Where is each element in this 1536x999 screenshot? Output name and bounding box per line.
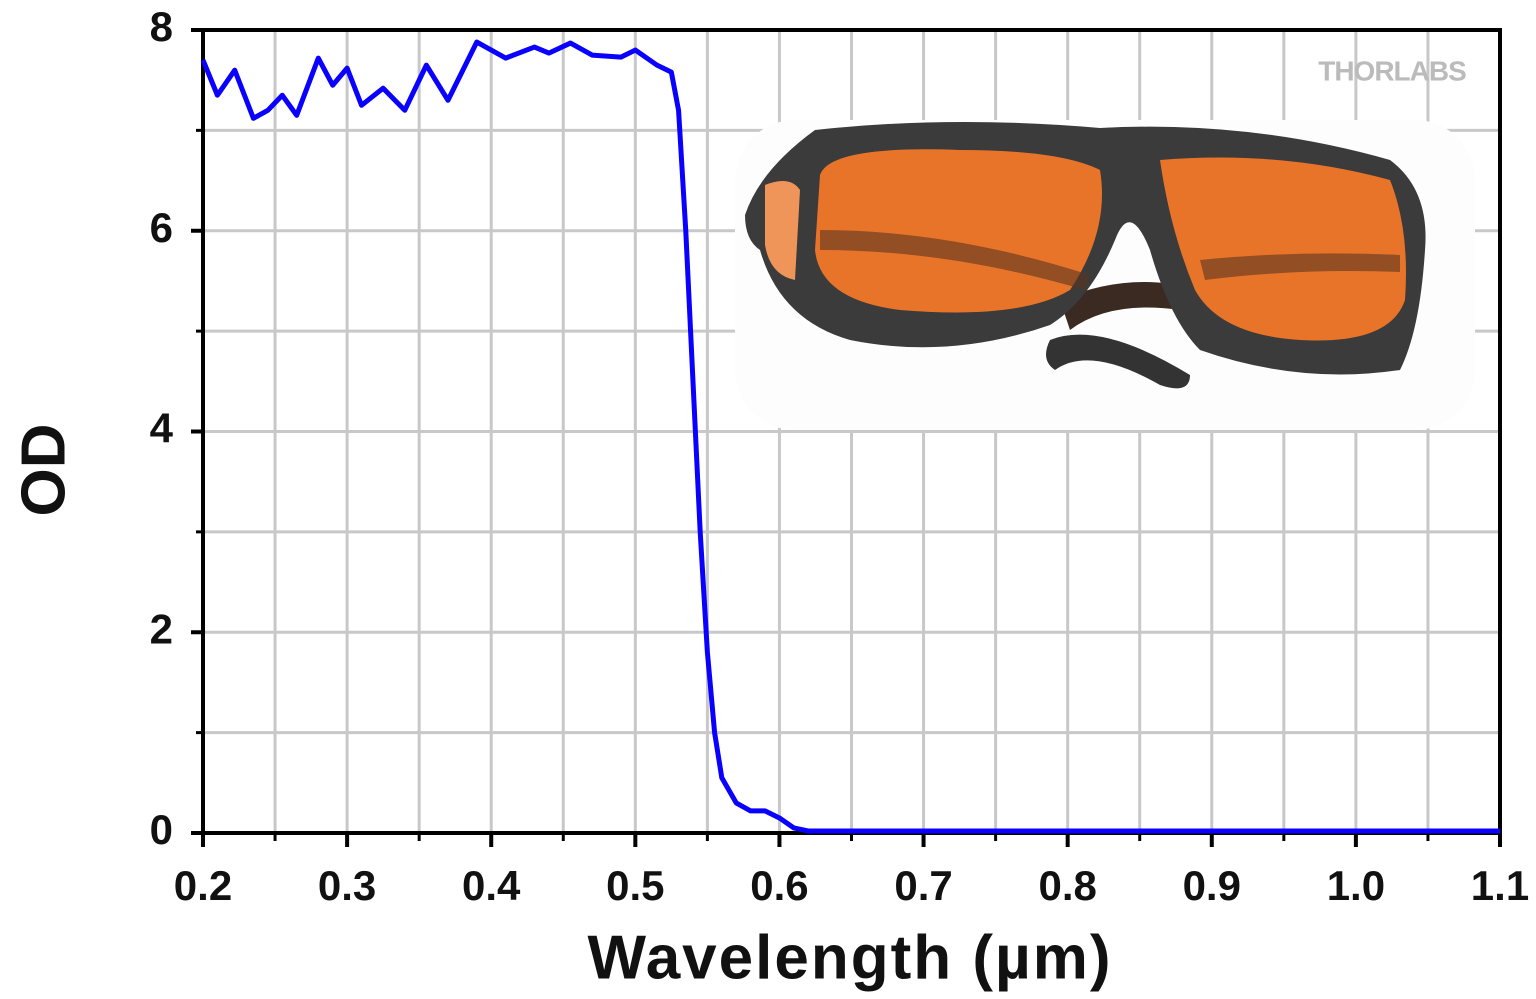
x-tick-label: 0.9 [1183,862,1241,909]
x-tick-label: 0.6 [750,862,808,909]
nose-pad [1046,334,1190,389]
x-tick-label: 0.5 [606,862,664,909]
x-tick-label: 0.3 [318,862,376,909]
y-tick-label: 2 [150,605,173,652]
glasses-photo [735,120,1475,430]
y-tick-label: 4 [150,405,174,452]
y-tick-label: 0 [150,806,173,853]
temple-arm [1060,282,1200,330]
x-axis-label: Wavelength (µm) [587,923,1112,992]
temple-shadow [820,230,1090,290]
x-tick-label: 1.1 [1471,862,1529,909]
x-tick-label: 0.2 [174,862,232,909]
y-tick-label: 6 [150,204,173,251]
x-tick-label: 0.4 [462,862,521,909]
right-lens [1160,157,1406,341]
x-tick-label: 1.0 [1327,862,1385,909]
x-tick-label: 0.7 [894,862,952,909]
x-tick-label: 0.8 [1038,862,1096,909]
temple-shadow [1200,253,1400,280]
logo: THORLABS [1318,55,1466,86]
y-axis-label: OD [9,424,78,517]
y-tick-label: 8 [150,3,173,50]
left-lens [815,149,1102,313]
data-line [200,39,1500,834]
side-shield [765,181,800,280]
